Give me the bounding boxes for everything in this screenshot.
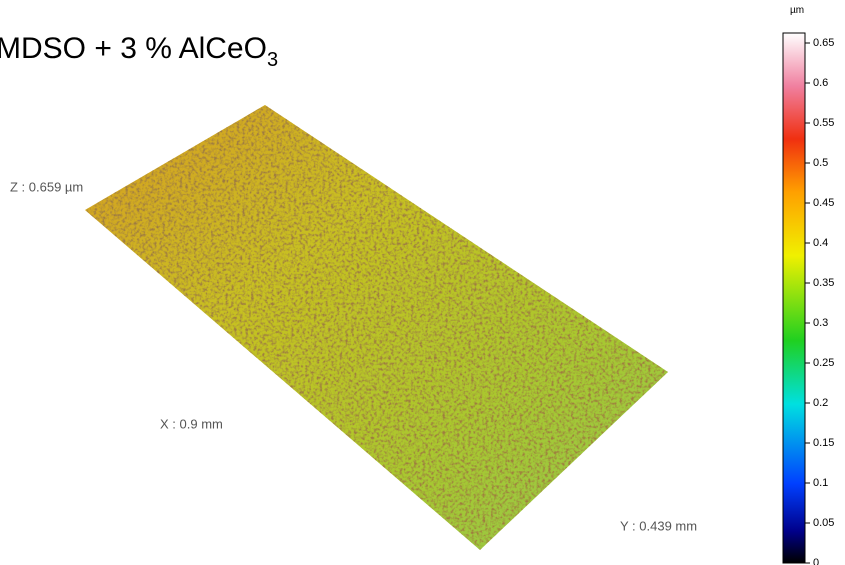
title-subscript: 3 [267,49,278,71]
surface [85,105,668,550]
title-text: MDSO + 3 % AlCeO [0,32,267,65]
y-label: Y : 0.439 mm [620,518,697,533]
z-label: Z : 0.659 µm [10,179,83,194]
colorbar-tick-label: 0.55 [813,117,834,129]
colorbar-tick-label: 0.4 [813,237,828,249]
colorbar-tick-label: 0.45 [813,197,834,209]
colorbar-tick-label: 0.05 [813,517,834,529]
colorbar-tick-label: 0.15 [813,437,834,449]
colorbar-tick-label: 0.35 [813,277,834,289]
colorbar-tick-label: 0.3 [813,317,828,329]
colorbar-tick-label: 0.1 [813,477,828,489]
colorbar-tick-label: 0.2 [813,397,828,409]
colorbar-tick-label: 0 [813,557,819,565]
colorbar [783,33,805,563]
colorbar-tick-label: 0.5 [813,157,828,169]
colorbar-tick-label: 0.6 [813,77,828,89]
colorbar-unit: µm [790,5,804,16]
title: MDSO + 3 % AlCeO3 [0,32,278,71]
figure: MDSO + 3 % AlCeO3 Z : 0.659 µm X : 0.9 m… [0,0,845,565]
colorbar-tick-label: 0.25 [813,357,834,369]
colorbar-tick-label: 0.65 [813,37,834,49]
x-label: X : 0.9 mm [160,416,223,431]
